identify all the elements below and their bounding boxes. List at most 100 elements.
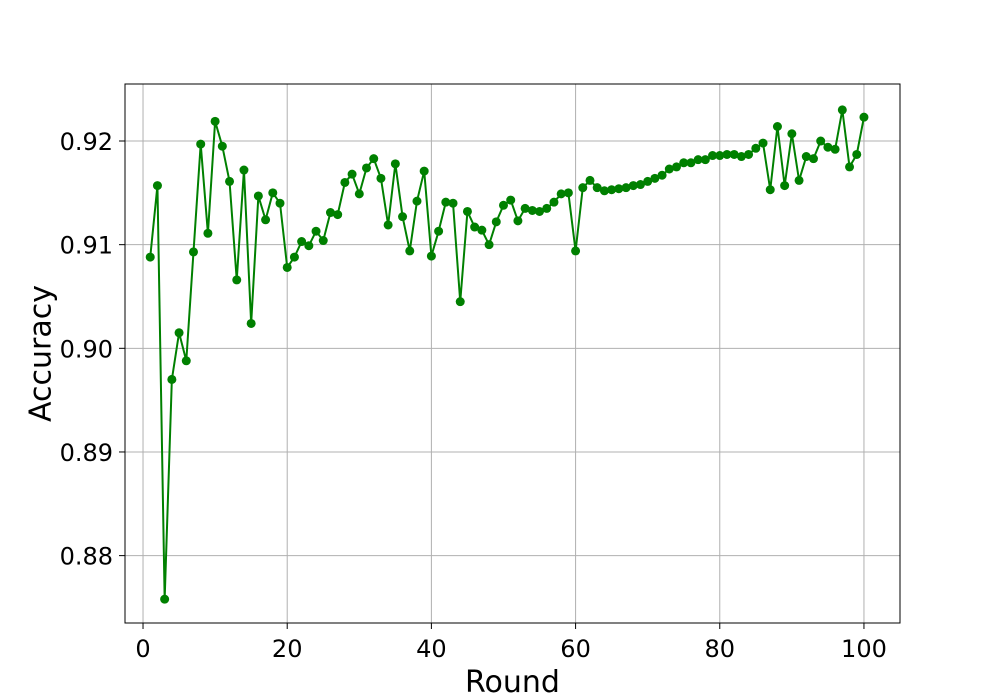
grid-lines	[125, 84, 900, 623]
data-point	[289, 252, 299, 262]
data-point	[448, 198, 458, 208]
data-point	[563, 188, 573, 198]
data-point	[801, 152, 811, 162]
y-axis-label: Accuracy	[24, 285, 59, 422]
data-point	[672, 162, 682, 172]
data-point	[816, 136, 826, 146]
data-point	[268, 188, 278, 198]
y-tick-label: 0.90	[60, 335, 113, 363]
data-point	[571, 246, 581, 256]
data-point	[426, 251, 436, 261]
data-point	[203, 228, 213, 238]
data-point	[520, 203, 530, 213]
data-point	[225, 176, 235, 186]
data-point	[599, 186, 609, 196]
data-point	[744, 149, 754, 159]
data-point	[261, 215, 271, 225]
data-point	[693, 155, 703, 165]
data-point	[462, 206, 472, 216]
data-point	[311, 226, 321, 236]
data-point	[167, 374, 177, 384]
data-point	[664, 164, 674, 174]
data-point	[729, 149, 739, 159]
data-point	[614, 184, 624, 194]
data-point	[556, 189, 566, 199]
data-point	[174, 328, 184, 338]
data-point	[347, 169, 357, 179]
data-point	[491, 217, 501, 227]
y-tick-label: 0.92	[60, 128, 113, 156]
data-point	[686, 158, 696, 168]
data-point	[506, 195, 516, 205]
data-point	[542, 203, 552, 213]
data-point	[592, 183, 602, 193]
data-point	[527, 205, 537, 215]
data-point	[679, 158, 689, 168]
data-point	[621, 183, 631, 193]
data-point	[282, 262, 292, 272]
data-point	[808, 154, 818, 164]
data-point	[434, 226, 444, 236]
data-point	[390, 159, 400, 169]
x-tick-label: 40	[416, 635, 447, 663]
data-point	[412, 196, 422, 206]
data-point	[325, 208, 335, 218]
x-tick-label: 60	[560, 635, 591, 663]
data-point	[780, 181, 790, 191]
data-point	[253, 191, 263, 201]
data-point	[852, 149, 862, 159]
data-point	[794, 175, 804, 185]
data-point	[484, 240, 494, 250]
data-point	[354, 189, 364, 199]
data-point	[845, 162, 855, 172]
data-point	[188, 247, 198, 257]
series-line	[149, 109, 865, 600]
data-point	[246, 318, 256, 328]
data-point	[607, 185, 617, 195]
series-layer	[145, 105, 869, 604]
data-point	[470, 222, 480, 232]
data-point	[758, 138, 768, 148]
data-point	[369, 154, 379, 164]
data-point	[210, 116, 220, 126]
data-point	[419, 166, 429, 176]
data-point	[196, 139, 206, 149]
data-point	[239, 165, 249, 175]
data-point	[362, 163, 372, 173]
data-point	[405, 246, 415, 256]
data-point	[715, 151, 725, 161]
data-point	[736, 152, 746, 162]
x-tick-label: 20	[272, 635, 303, 663]
plot-frame	[124, 83, 901, 624]
y-tick-label: 0.88	[60, 543, 113, 571]
x-tick-label: 0	[135, 635, 150, 663]
data-point	[275, 198, 285, 208]
data-point	[650, 173, 660, 183]
x-tick-label: 80	[704, 635, 735, 663]
data-point	[708, 151, 718, 161]
data-point	[398, 212, 408, 222]
data-point	[657, 170, 667, 180]
data-point	[549, 197, 559, 207]
data-point	[217, 141, 227, 151]
data-point	[152, 181, 162, 191]
data-point	[160, 594, 170, 604]
y-tick-label: 0.89	[60, 439, 113, 467]
data-point	[513, 216, 523, 226]
data-point	[181, 356, 191, 366]
data-point	[333, 210, 343, 220]
data-point	[772, 121, 782, 131]
data-point	[751, 143, 761, 153]
data-point	[498, 200, 508, 210]
data-point	[145, 252, 155, 262]
x-tick-label: 100	[841, 635, 887, 663]
data-point	[304, 241, 314, 251]
data-point	[643, 176, 653, 186]
data-point	[318, 236, 328, 246]
data-point	[585, 175, 595, 185]
data-point	[830, 144, 840, 154]
data-point	[578, 183, 588, 193]
data-point	[297, 237, 307, 247]
data-point	[722, 149, 732, 159]
